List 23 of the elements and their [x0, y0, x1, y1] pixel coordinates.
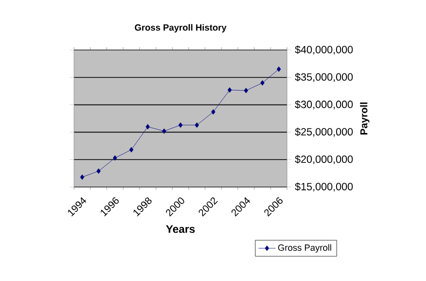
point: [211, 109, 216, 115]
y-tick-label: $25,000,000: [294, 128, 353, 137]
y-tick-label: $30,000,000: [294, 100, 353, 110]
point: [260, 80, 264, 86]
y-tick-label: $15,000,000: [294, 182, 353, 192]
point: [244, 88, 248, 94]
legend-label: Gross Payroll: [278, 244, 332, 253]
y-tick-label: $35,000,000: [294, 72, 353, 82]
point: [112, 155, 118, 161]
point: [178, 122, 183, 128]
y-tick-label: $40,000,000: [294, 45, 353, 55]
point: [96, 168, 101, 174]
x-axis-title: Years: [166, 225, 195, 233]
point: [80, 174, 84, 180]
point: [129, 147, 134, 152]
y-axis-title: Payroll: [360, 102, 370, 134]
point: [162, 128, 166, 134]
chart-title: Gross Payroll History: [134, 24, 226, 32]
point: [276, 66, 281, 72]
point: [194, 122, 199, 128]
point: [146, 124, 150, 130]
y-tick-label: $20,000,000: [294, 155, 353, 164]
point: [228, 87, 232, 93]
